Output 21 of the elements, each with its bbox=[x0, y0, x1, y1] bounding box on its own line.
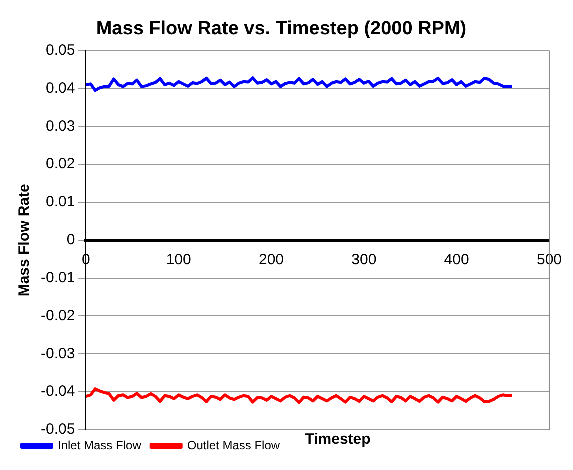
y-tick-label: -0.01 bbox=[40, 269, 76, 286]
y-axis-title: Mass Flow Rate bbox=[16, 184, 34, 297]
legend-label: Outlet Mass Flow bbox=[187, 438, 280, 452]
y-tick-label: -0.05 bbox=[40, 421, 76, 438]
x-tick-label: 200 bbox=[258, 252, 284, 269]
legend-label: Inlet Mass Flow bbox=[58, 438, 142, 452]
x-axis-title: Timestep bbox=[305, 431, 371, 448]
chart-title: Mass Flow Rate vs. Timestep (2000 RPM) bbox=[96, 18, 467, 40]
y-tick-label: 0.04 bbox=[46, 80, 76, 97]
y-tick-label: 0.02 bbox=[46, 156, 76, 173]
y-tick-label: -0.04 bbox=[40, 383, 76, 400]
y-tick-label: -0.02 bbox=[40, 307, 76, 324]
x-tick-label: 500 bbox=[536, 252, 562, 269]
y-tick-label: 0.03 bbox=[46, 118, 76, 135]
y-tick-label: 0.01 bbox=[46, 194, 76, 211]
y-tick-label: 0 bbox=[66, 232, 76, 249]
x-tick-label: 100 bbox=[166, 252, 192, 269]
x-tick-label: 400 bbox=[444, 252, 470, 269]
y-tick-label: 0.05 bbox=[46, 42, 76, 59]
x-tick-label: 300 bbox=[352, 252, 377, 269]
y-tick-label: -0.03 bbox=[40, 345, 76, 362]
